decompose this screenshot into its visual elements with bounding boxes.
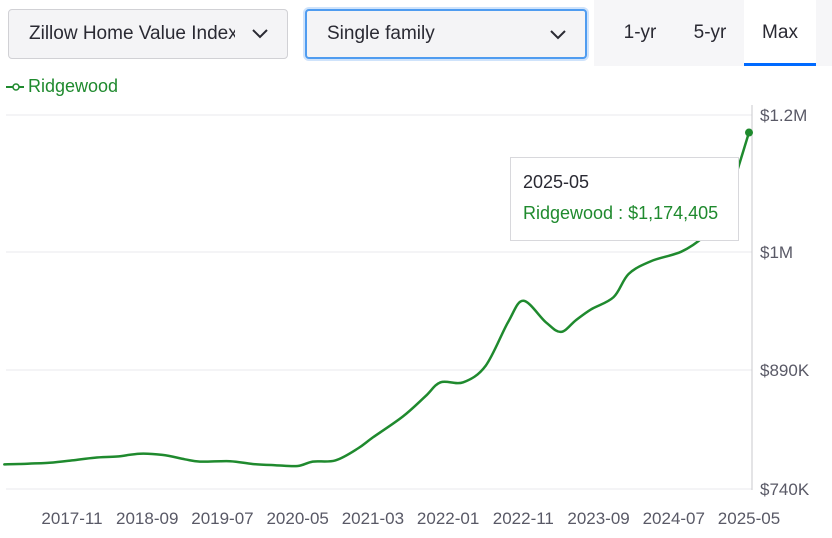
x-tick-label: 2020-05 (266, 509, 328, 528)
tab-1-yr[interactable]: 1-yr (623, 22, 657, 43)
x-tick-label: 2023-09 (567, 509, 629, 528)
series-layer (3, 128, 753, 468)
x-tick-label: 2022-01 (417, 509, 479, 528)
legend-line-marker-icon (6, 82, 24, 91)
y-tick-label: $1.2M (760, 106, 807, 125)
hover-point[interactable] (745, 128, 753, 137)
metric-select-value: Zillow Home Value Index (29, 23, 235, 44)
y-axis-ticks: $1.2M $1M $890K $740K (760, 106, 810, 499)
chart-tooltip: 2025-05 Ridgewood : $1,174,405 (510, 157, 739, 241)
y-tick-label: $890K (760, 361, 810, 380)
y-tick-label: $1M (760, 243, 793, 262)
gridlines (6, 114, 752, 490)
tooltip-separator: : (613, 203, 629, 223)
x-tick-label: 2022-11 (493, 509, 554, 528)
tab-5-yr[interactable]: 5-yr (693, 22, 727, 43)
x-tick-label: 2024-07 (643, 509, 705, 528)
tab-max-label: Max (762, 22, 798, 43)
x-tick-label: 2017-11 (41, 509, 102, 528)
home-type-select-value: Single family (327, 23, 435, 44)
x-tick-label: 2021-03 (342, 509, 404, 528)
legend-series-label: Ridgewood (28, 76, 119, 96)
metric-select[interactable]: Zillow Home Value Index (8, 9, 288, 59)
chart-legend[interactable]: Ridgewood (6, 76, 118, 97)
tooltip-value: $1,174,405 (628, 203, 719, 223)
tooltip-date: 2025-05 (523, 172, 590, 192)
tooltip-series-name: Ridgewood (523, 203, 614, 223)
time-range-tabs: 1-yr 5-yr Max (594, 0, 832, 66)
x-tick-label: 2025-05 (718, 509, 780, 528)
selected-tab-underline (744, 63, 816, 66)
series-line-ridgewood[interactable] (3, 131, 751, 468)
y-tick-label: $740K (760, 480, 810, 499)
chevron-down-icon (550, 30, 566, 40)
tooltip-series-row: Ridgewood : $1,174,405 (523, 203, 726, 224)
chart-controls: Zillow Home Value Index Single family 1-… (0, 0, 832, 66)
chevron-down-icon (252, 29, 268, 39)
home-type-select[interactable]: Single family (305, 9, 587, 59)
x-tick-label: 2018-09 (116, 509, 178, 528)
x-axis-ticks: 2017-11 2018-09 2019-07 2020-05 2021-03 2022-… (41, 509, 780, 528)
tab-max[interactable]: Max (744, 0, 816, 66)
x-tick-label: 2019-07 (191, 509, 253, 528)
